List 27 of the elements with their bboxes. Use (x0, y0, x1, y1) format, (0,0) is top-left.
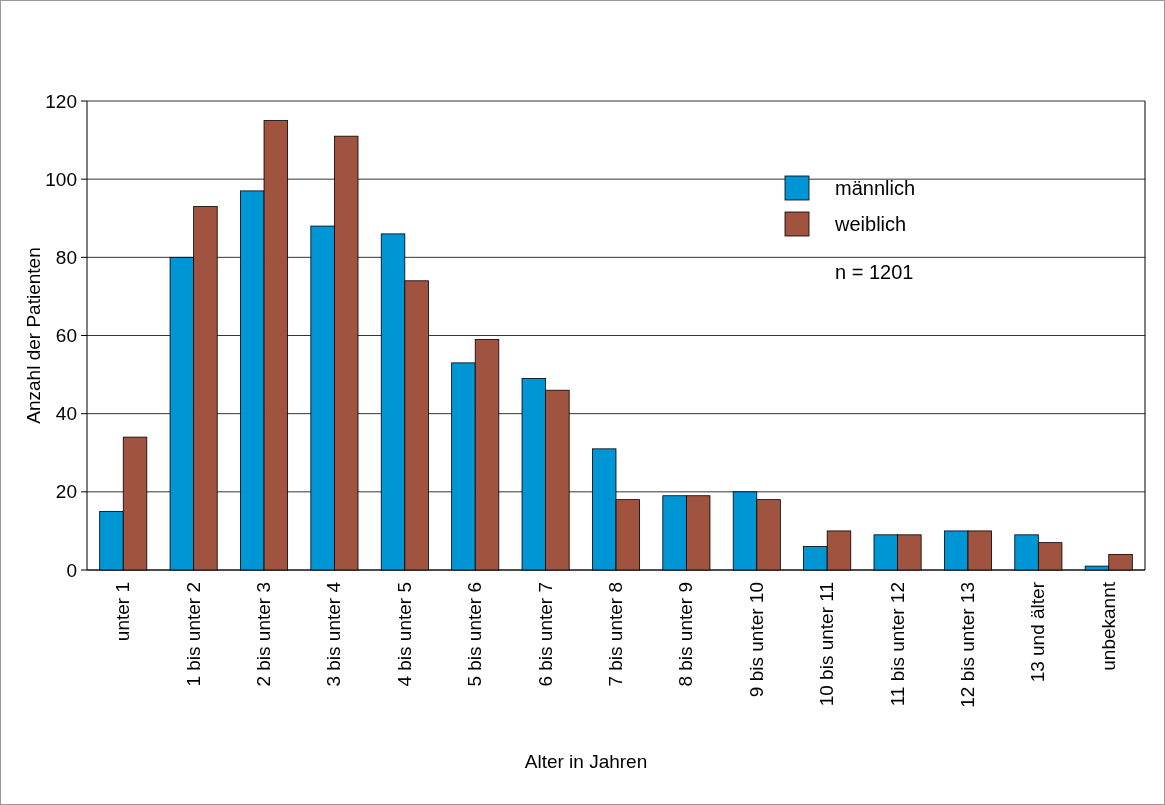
y-tick-label: 40 (55, 403, 77, 425)
legend-label: männlich (835, 177, 916, 199)
x-tick-label: unbekannt (1097, 581, 1119, 671)
x-tick-label: 5 bis unter 6 (464, 582, 486, 687)
x-tick-label: 2 bis unter 3 (253, 582, 275, 687)
y-tick-label: 0 (66, 559, 77, 581)
x-tick-label: 1 bis unter 2 (182, 582, 204, 687)
x-tick-label: 3 bis unter 4 (323, 581, 345, 687)
annotation: n = 1201 (835, 261, 914, 283)
y-tick-label: 100 (45, 168, 77, 190)
x-tick-label: 8 bis unter 9 (675, 582, 697, 687)
x-tick-label: 9 bis unter 10 (745, 582, 767, 698)
x-tick-label: 11 bis unter 12 (886, 582, 908, 707)
x-tick-label: 7 bis unter 8 (605, 582, 626, 687)
x-tick-label: 4 bis unter 5 (393, 582, 415, 687)
y-tick-label: 120 (45, 90, 77, 112)
y-tick-label: 60 (55, 325, 77, 347)
y-tick-label: 20 (55, 481, 77, 503)
x-tick-label: 13 und älter (1027, 581, 1049, 683)
x-axis-title: Alter in Jahren (524, 751, 648, 772)
x-tick-label: 6 bis unter 7 (534, 582, 556, 687)
x-tick-label: 12 bis unter 13 (956, 582, 978, 708)
y-axis-title: Anzahl der Patienten (23, 247, 44, 424)
y-tick-label: 80 (55, 246, 77, 268)
x-tick-label: 10 bis unter 11 (816, 582, 838, 707)
legend-label: weiblich (834, 213, 907, 235)
x-tick-label: unter 1 (112, 582, 134, 642)
